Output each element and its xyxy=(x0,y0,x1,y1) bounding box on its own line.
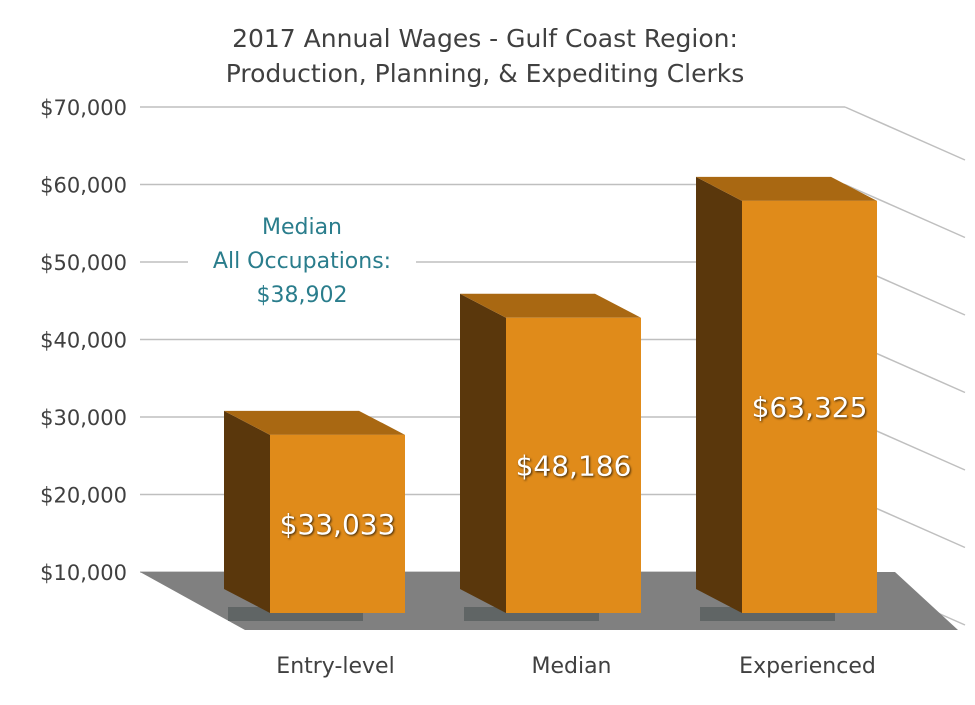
bar-front xyxy=(270,434,405,613)
y-axis: $10,000 $20,000 $30,000 $40,000 $50,000 $60,0… xyxy=(40,96,127,585)
bar-top xyxy=(224,410,405,435)
gridline-side xyxy=(844,106,966,161)
bar-front xyxy=(742,200,877,613)
bar-side xyxy=(224,410,270,613)
bar-front xyxy=(506,317,641,613)
chart-title: 2017 Annual Wages - Gulf Coast Region: xyxy=(232,24,738,53)
y-tick-label: $30,000 xyxy=(40,406,127,430)
bar: $63,325 xyxy=(696,176,877,621)
bar-top xyxy=(696,176,877,201)
bar-value-label: $33,033 xyxy=(280,508,396,541)
bar-value-label: $48,186 xyxy=(516,449,632,482)
x-category-label: Entry-level xyxy=(276,654,394,679)
chart-subtitle: Production, Planning, & Expediting Clerk… xyxy=(226,59,745,88)
bar: $48,186 xyxy=(460,293,641,621)
y-tick-label: $40,000 xyxy=(40,329,127,353)
x-category-label: Median xyxy=(531,654,611,679)
x-axis: Entry-level Median Experienced xyxy=(276,654,876,679)
bar-top xyxy=(460,293,641,318)
annotation-line-2: All Occupations: xyxy=(213,249,391,274)
bars: $33,033 $48,186 $63,325 xyxy=(224,176,877,621)
bar-value-label: $63,325 xyxy=(752,391,868,424)
y-tick-label: $70,000 xyxy=(40,96,127,120)
bar-side xyxy=(696,176,742,613)
annotation-line-1: Median xyxy=(262,215,342,240)
y-tick-label: $20,000 xyxy=(40,484,127,508)
y-tick-label: $10,000 xyxy=(40,561,127,585)
annotation-line-3: $38,902 xyxy=(257,283,348,308)
bar: $33,033 xyxy=(224,410,405,621)
gridline-side xyxy=(844,183,966,239)
y-tick-label: $60,000 xyxy=(40,174,127,198)
bar-side xyxy=(460,293,506,613)
x-category-label: Experienced xyxy=(739,654,876,679)
median-annotation: Median All Occupations: $38,902 xyxy=(188,205,416,315)
y-tick-label: $50,000 xyxy=(40,251,127,275)
